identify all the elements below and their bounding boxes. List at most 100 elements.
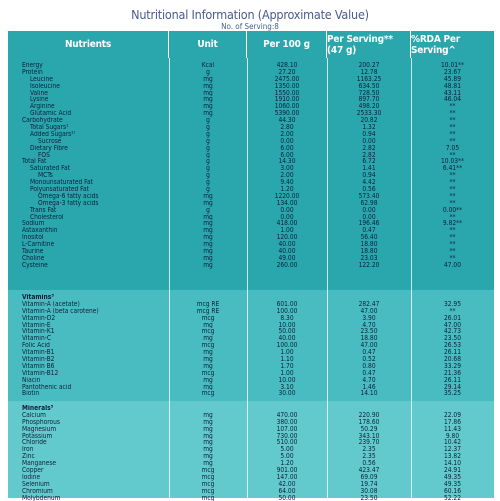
table-row: Magnesium mg 107.00 50.29 11.43 — [8, 426, 494, 433]
table-row: Vitamin-C mg 40.00 18.80 23.50 — [8, 335, 494, 342]
unit-cell: mcg — [201, 328, 215, 336]
rda-cell: 33.29 — [444, 362, 461, 370]
per-100g-cell: 10.00 — [278, 321, 296, 329]
table-row: Inositol mg 120.00 56.40 ** — [8, 234, 494, 241]
per-serving-cell: 0.94 — [362, 172, 376, 180]
unit-cell: mg — [203, 82, 213, 90]
table-row: Potassium mg 730.00 343.10 9.80 — [8, 433, 494, 440]
rda-cell: 26.01 — [444, 314, 461, 322]
rda-cell: 52.22 — [444, 494, 461, 501]
per-serving-cell: 56.40 — [360, 234, 378, 242]
unit-cell: g — [206, 137, 210, 145]
macronutrients-section: Energy Kcal 428.10 200.27 10.01** Protein g 27.… — [8, 58, 494, 290]
header-rda: %RDA Per Serving^ — [411, 33, 461, 56]
nutrient-name: Niacin — [22, 376, 41, 384]
nutrient-name: Chloride — [22, 439, 47, 447]
header-nutrients: Nutrients — [8, 31, 169, 58]
unit-cell: mcg — [201, 467, 215, 474]
per-serving-cell: 0.00 — [362, 206, 376, 214]
unit-cell: mg — [203, 335, 213, 343]
rda-cell: 17.86 — [444, 418, 461, 426]
table-row: Selenium mcg 42.00 19.74 49.35 — [8, 481, 494, 488]
rda-cell: 29.14 — [444, 383, 461, 391]
nutrient-name: Dietary Fibre — [30, 144, 68, 152]
nutrient-name: Taurine — [22, 248, 44, 255]
nutrient-name: Phosphorous — [22, 418, 60, 426]
per-100g-cell: 147.00 — [276, 473, 298, 481]
unit-cell: mg — [203, 349, 213, 357]
per-100g-cell: 5390.00 — [274, 110, 300, 118]
column-divider — [169, 290, 170, 401]
nutrient-name: Vitamin-B1 — [22, 349, 55, 357]
per-100g-cell: 6.00 — [280, 144, 294, 152]
per-100g-cell: 260.00 — [276, 261, 298, 269]
nutrient-name: Omega-3 fatty acids — [38, 199, 99, 207]
table-row: L-Carnitine mg 40.00 18.80 ** — [8, 241, 494, 248]
per-100g-cell: 64.00 — [278, 487, 296, 495]
table-row: Vitamin-K1 mcg 50.00 23.50 42.73 — [8, 328, 494, 335]
unit-cell: mcg — [201, 473, 215, 481]
per-100g-cell: 50.00 — [278, 328, 296, 336]
per-serving-cell: 2533.30 — [356, 110, 382, 118]
per-100g-cell — [247, 405, 327, 412]
table-row: Vitamin-A (acetate) mcg RE 601.00 282.47 32.… — [8, 301, 494, 308]
per-serving-cell: 0.00 — [362, 213, 376, 221]
rda-cell: 32.95 — [444, 300, 461, 308]
per-serving-cell: 12.78 — [360, 68, 378, 76]
per-serving-cell: 18.80 — [360, 335, 378, 343]
table-row: FOS g 6.00 2.82 ** — [8, 152, 494, 159]
nutrient-name: Inositol — [22, 234, 44, 242]
rda-cell: 47.00 — [444, 261, 461, 269]
per-serving-cell: 18.80 — [360, 248, 378, 255]
unit-cell — [169, 294, 247, 301]
unit-cell: mg — [203, 75, 213, 83]
unit-cell: g — [206, 117, 210, 125]
per-serving-cell: 220.90 — [358, 411, 380, 419]
unit-cell: mcg — [201, 342, 215, 350]
table-row: Vitamins³ — [8, 294, 494, 301]
unit-cell: mg — [203, 192, 213, 200]
per-serving-cell: 47.00 — [360, 342, 378, 350]
per-100g-cell: 8.30 — [280, 314, 294, 322]
unit-cell: Kcal — [201, 62, 215, 69]
per-serving-cell: 3.90 — [362, 314, 376, 322]
per-serving-cell: 18.80 — [360, 241, 378, 249]
rda-cell: 20.68 — [444, 356, 461, 363]
rda-cell: ** — [449, 199, 456, 207]
per-100g-cell: 0.00 — [280, 213, 294, 221]
per-100g-cell: 40.00 — [278, 241, 296, 249]
nutrient-name: Total Fat — [22, 158, 47, 166]
nutrient-name: Energy — [22, 62, 43, 69]
rda-cell: 45.89 — [444, 75, 461, 83]
unit-cell: mg — [203, 453, 213, 461]
rda-cell: 26.53 — [444, 342, 461, 350]
per-100g-cell: 0.00 — [280, 206, 294, 214]
rda-cell: ** — [449, 110, 456, 118]
unit-cell: mg — [203, 432, 213, 440]
table-row: Lysine mg 1910.00 897.70 46.04 — [8, 96, 494, 103]
unit-cell: mg — [203, 411, 213, 419]
table-row: Vitamin-D2 mcg 8.30 3.90 26.01 — [8, 315, 494, 322]
per-100g-cell: 3.10 — [280, 383, 294, 391]
unit-cell: g — [206, 124, 210, 131]
table-row: Vitamin-E mg 10.00 4.70 47.00 — [8, 322, 494, 329]
unit-cell: mg — [203, 418, 213, 426]
per-serving-cell: 0.94 — [362, 130, 376, 138]
per-100g-cell: 1.00 — [280, 349, 294, 357]
table-row: Zinc mg 5.00 2.35 13.82 — [8, 453, 494, 460]
per-serving-cell: 50.29 — [360, 425, 378, 433]
unit-cell: g — [206, 158, 210, 166]
unit-cell: g — [206, 206, 210, 214]
per-serving-cell: 14.10 — [360, 390, 378, 398]
unit-cell: mcg — [201, 314, 215, 322]
column-divider — [411, 401, 412, 498]
nutrient-name: Pantothenic acid — [22, 383, 72, 391]
per-serving-cell: 573.40 — [358, 192, 380, 200]
nutrient-name: Folic Acid — [22, 342, 50, 350]
per-100g-cell: 2475.00 — [274, 75, 300, 83]
unit-cell: mg — [203, 460, 213, 468]
per-100g-cell: 1.70 — [280, 362, 294, 370]
column-divider — [247, 290, 248, 401]
rda-cell: 10.42 — [444, 439, 461, 447]
nutrient-name: Vitamin-D2 — [22, 314, 56, 322]
